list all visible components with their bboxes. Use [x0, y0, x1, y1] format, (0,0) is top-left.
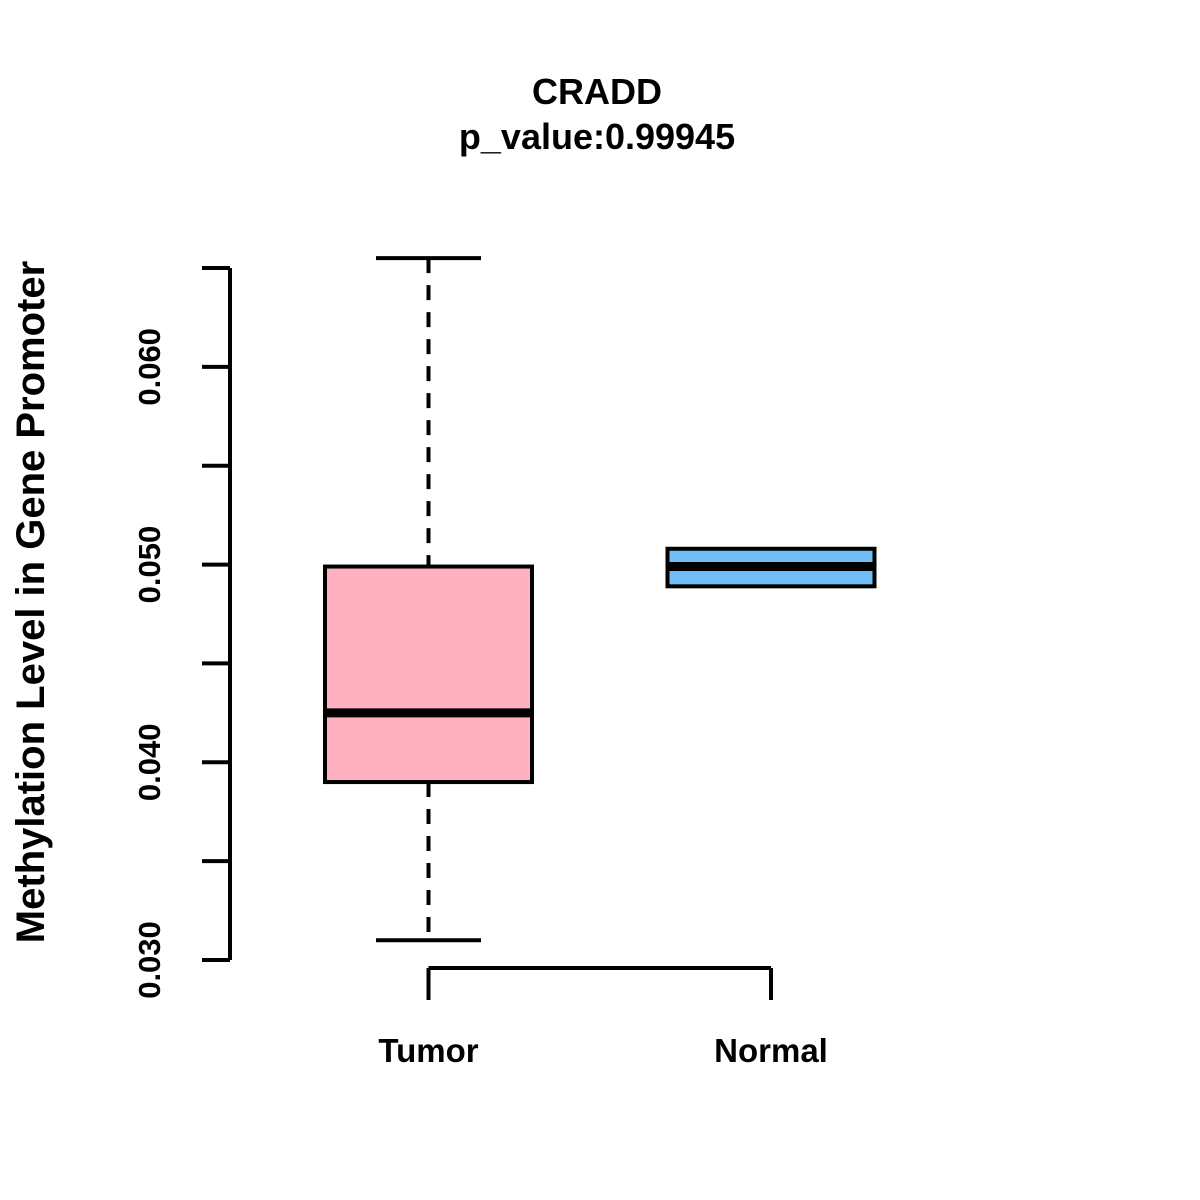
chart-subtitle: p_value:0.99945 [458, 116, 736, 157]
y-tick-label: 0.030 [132, 921, 167, 999]
y-tick-label: 0.050 [132, 526, 167, 604]
chart-title: CRADD [532, 71, 662, 112]
x-tick-label-normal: Normal [714, 1032, 828, 1069]
y-tick-label: 0.060 [132, 328, 167, 406]
box-tumor [323, 256, 534, 943]
y-tick-label: 0.040 [132, 723, 167, 801]
x-axis: Tumor Normal [378, 966, 828, 1069]
title-block: CRADD p_value:0.99945 [0, 74, 1194, 155]
x-tick-label-tumor: Tumor [378, 1032, 478, 1069]
y-axis: 0.030 0.040 0.050 0.060 [132, 266, 232, 999]
box-normal [665, 546, 877, 589]
